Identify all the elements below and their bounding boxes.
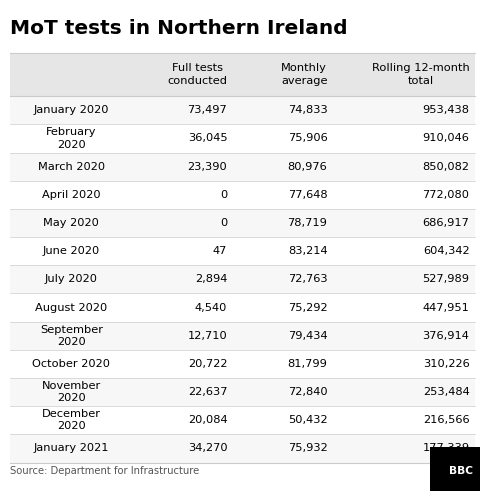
Text: 0: 0 (220, 218, 228, 228)
Text: June 2020: June 2020 (43, 246, 100, 256)
Bar (10, 237, 475, 265)
Text: 75,932: 75,932 (288, 443, 327, 453)
Text: 83,214: 83,214 (288, 246, 327, 256)
Text: Source: Department for Infrastructure: Source: Department for Infrastructure (10, 466, 199, 476)
Text: 74,833: 74,833 (288, 106, 327, 115)
Text: Rolling 12-month
total: Rolling 12-month total (372, 63, 469, 86)
Text: October 2020: October 2020 (32, 359, 110, 369)
Text: Full tests
conducted: Full tests conducted (168, 63, 228, 86)
Bar (10, 435, 475, 463)
Text: Monthly
average: Monthly average (281, 63, 327, 86)
Text: 376,914: 376,914 (422, 331, 469, 341)
Text: January 2021: January 2021 (34, 443, 109, 453)
Text: 20,722: 20,722 (188, 359, 228, 369)
Text: 81,799: 81,799 (288, 359, 327, 369)
Text: 216,566: 216,566 (423, 415, 469, 425)
Text: 20,084: 20,084 (188, 415, 228, 425)
Text: 73,497: 73,497 (188, 106, 228, 115)
Text: 72,763: 72,763 (288, 274, 327, 284)
Text: 310,226: 310,226 (423, 359, 469, 369)
Bar (10, 406, 475, 435)
Text: November
2020: November 2020 (42, 381, 101, 403)
Text: July 2020: July 2020 (45, 274, 98, 284)
Text: 4,540: 4,540 (195, 302, 228, 313)
Text: MoT tests in Northern Ireland: MoT tests in Northern Ireland (10, 19, 347, 38)
Text: 12,710: 12,710 (188, 331, 228, 341)
Text: 953,438: 953,438 (422, 106, 469, 115)
Bar (10, 294, 475, 322)
Text: February
2020: February 2020 (46, 127, 96, 150)
Text: 527,989: 527,989 (422, 274, 469, 284)
Text: 910,046: 910,046 (422, 134, 469, 143)
Bar (10, 153, 475, 181)
Text: 78,719: 78,719 (288, 218, 327, 228)
Text: 80,976: 80,976 (288, 162, 327, 172)
Text: 36,045: 36,045 (188, 134, 228, 143)
Text: April 2020: April 2020 (42, 190, 101, 200)
Text: 23,390: 23,390 (188, 162, 228, 172)
Text: March 2020: March 2020 (38, 162, 105, 172)
Text: 50,432: 50,432 (288, 415, 327, 425)
Text: 253,484: 253,484 (423, 387, 469, 397)
Text: 604,342: 604,342 (423, 246, 469, 256)
Bar (10, 53, 475, 96)
Bar (10, 265, 475, 294)
Text: 72,840: 72,840 (288, 387, 327, 397)
Text: May 2020: May 2020 (43, 218, 99, 228)
Text: 850,082: 850,082 (422, 162, 469, 172)
Text: 177,339: 177,339 (422, 443, 469, 453)
Text: September
2020: September 2020 (40, 325, 103, 347)
Text: 75,906: 75,906 (288, 134, 327, 143)
Text: August 2020: August 2020 (35, 302, 108, 313)
Text: 22,637: 22,637 (188, 387, 228, 397)
Text: 47: 47 (213, 246, 228, 256)
Text: 2,894: 2,894 (195, 274, 228, 284)
Text: 75,292: 75,292 (288, 302, 327, 313)
Text: 34,270: 34,270 (188, 443, 228, 453)
Bar (10, 181, 475, 209)
Bar (10, 96, 475, 124)
Bar (10, 378, 475, 406)
Text: 77,648: 77,648 (288, 190, 327, 200)
Text: 772,080: 772,080 (422, 190, 469, 200)
Text: 686,917: 686,917 (422, 218, 469, 228)
Bar (10, 209, 475, 237)
Text: 447,951: 447,951 (422, 302, 469, 313)
Bar (10, 322, 475, 350)
Bar (10, 350, 475, 378)
Text: 0: 0 (220, 190, 228, 200)
Text: BBC: BBC (449, 466, 473, 476)
Bar (10, 124, 475, 153)
Text: January 2020: January 2020 (34, 106, 109, 115)
Text: December
2020: December 2020 (42, 409, 101, 432)
Text: 79,434: 79,434 (288, 331, 327, 341)
